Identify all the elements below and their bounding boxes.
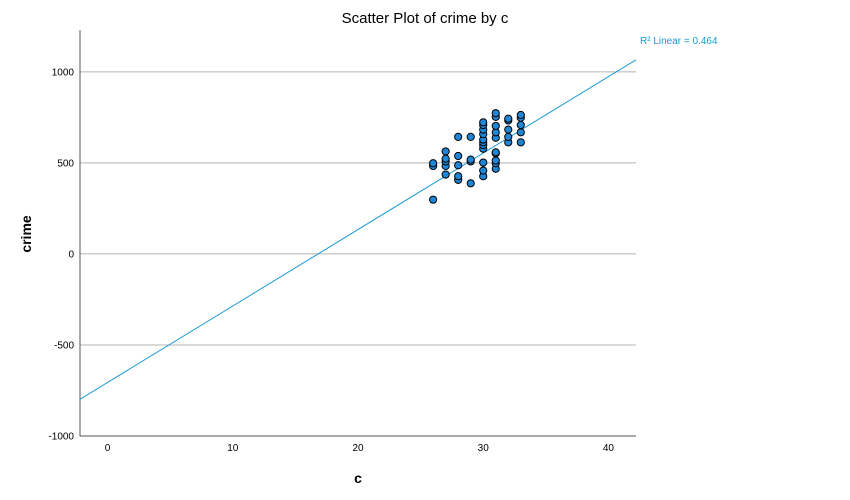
data-point <box>429 195 438 204</box>
x-tick-label: 40 <box>603 443 615 454</box>
data-point <box>516 110 525 120</box>
y-tick-label: -500 <box>54 340 74 351</box>
data-point <box>466 132 475 141</box>
data-point <box>491 156 500 165</box>
axes <box>79 30 636 437</box>
fit-line-label: R² Linear = 0.464 <box>640 36 718 47</box>
y-tick-label: 0 <box>68 249 74 260</box>
data-point <box>504 125 513 134</box>
data-point <box>504 132 513 141</box>
data-point <box>454 172 463 181</box>
x-axis-label: c <box>354 470 362 486</box>
data-point <box>479 158 488 167</box>
data-point <box>454 161 463 170</box>
data-point <box>491 121 500 131</box>
fit-line-group <box>79 59 637 400</box>
data-point <box>479 166 488 175</box>
data-point <box>516 138 525 147</box>
data-point <box>429 159 438 168</box>
chart-title: Scatter Plot of crime by c <box>342 10 509 27</box>
tick-labels: -1000 -500 0 500 1000 0 10 20 30 40 <box>48 67 614 454</box>
fit-line <box>79 59 637 400</box>
x-tick-label: 0 <box>105 443 111 454</box>
data-point <box>454 132 463 141</box>
data-point <box>441 147 450 156</box>
x-tick-label: 10 <box>227 443 239 454</box>
data-point <box>454 151 463 161</box>
data-point <box>491 109 500 118</box>
y-tick-label: 1000 <box>52 67 75 78</box>
data-point <box>504 114 513 123</box>
gridlines <box>80 71 636 346</box>
data-points <box>429 109 525 204</box>
data-point <box>441 170 450 179</box>
y-tick-label: 500 <box>57 158 74 169</box>
y-axis-label: crime <box>18 215 34 253</box>
data-point <box>491 148 500 157</box>
data-point <box>516 128 525 137</box>
x-tick-label: 20 <box>352 443 364 454</box>
data-point <box>479 118 488 127</box>
data-point <box>466 155 475 164</box>
data-point <box>466 179 475 188</box>
y-tick-label: -1000 <box>48 432 74 443</box>
data-point <box>441 154 450 163</box>
data-point <box>516 120 525 130</box>
x-tick-label: 30 <box>478 443 490 454</box>
